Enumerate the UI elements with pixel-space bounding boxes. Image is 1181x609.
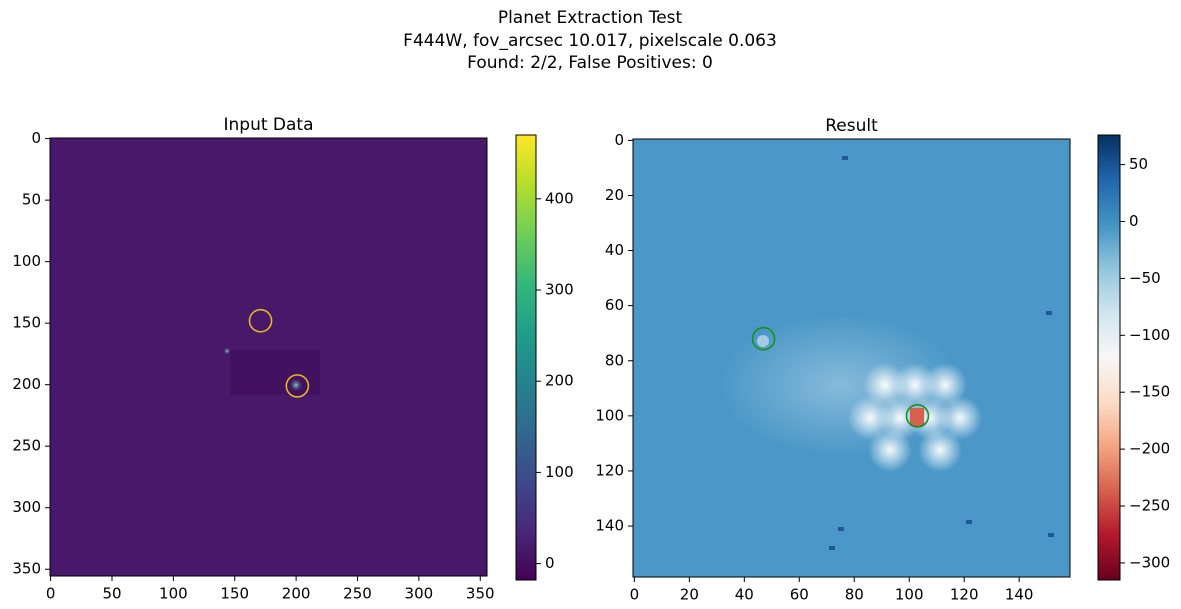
colorbar-tick-label: 200 [545, 372, 574, 390]
colorbar-tick-label: −100 [1129, 326, 1170, 344]
x-tick-label: 300 [405, 585, 434, 603]
y-tick-label: 120 [595, 461, 624, 479]
pixel [838, 527, 844, 531]
y-tick-label: 350 [12, 560, 41, 578]
y-tick-label: 80 [605, 351, 624, 369]
colorbar-tick-label: 100 [545, 463, 574, 481]
y-tick-label: 250 [12, 437, 41, 455]
y-tick-label: 0 [614, 131, 624, 149]
speckle-halo [720, 315, 960, 455]
y-tick-label: 50 [22, 191, 41, 209]
pixel [1046, 311, 1052, 315]
y-tick-label: 40 [605, 241, 624, 259]
x-tick-label: 350 [466, 585, 495, 603]
x-tick-label: 60 [790, 586, 809, 604]
y-tick-label: 20 [605, 186, 624, 204]
x-tick-label: 140 [1005, 586, 1034, 604]
colorbar [515, 134, 537, 581]
core [910, 408, 924, 426]
y-tick-label: 100 [595, 406, 624, 424]
x-tick-label: 100 [895, 586, 924, 604]
detection-marker [751, 326, 776, 351]
colorbar-tick-label: −300 [1129, 553, 1170, 571]
x-tick-label: 0 [46, 585, 56, 603]
pixel [1048, 533, 1054, 537]
x-tick-label: 80 [845, 586, 864, 604]
axes-title: Input Data [223, 115, 313, 135]
detection-marker [285, 374, 310, 398]
x-tick-label: 120 [950, 586, 979, 604]
pixel [829, 546, 835, 550]
y-tick-label: 140 [595, 517, 624, 535]
axes-frame [632, 138, 1071, 578]
axes-title: Result [825, 116, 878, 136]
pixel [842, 156, 848, 160]
x-tick-label: 150 [220, 585, 249, 603]
colorbar-tick-label: 50 [1129, 155, 1148, 173]
image [50, 138, 487, 576]
y-tick-label: 60 [605, 296, 624, 314]
colorbar-tick-label: −250 [1129, 497, 1170, 515]
y-tick-label: 0 [31, 129, 41, 147]
x-tick-label: 100 [159, 585, 188, 603]
colorbar-tick-label: 0 [545, 554, 555, 572]
x-tick-label: 250 [343, 585, 372, 603]
spot [757, 335, 769, 347]
y-tick-label: 150 [12, 314, 41, 332]
residual-patch [230, 350, 320, 395]
colorbar-tick-label: 400 [545, 189, 574, 207]
bright-spot [223, 347, 231, 355]
colorbar-tick-label: −50 [1129, 269, 1161, 287]
colorbar [1097, 134, 1121, 581]
x-tick-label: 200 [282, 585, 311, 603]
bright-spot [289, 378, 303, 392]
image [633, 139, 1070, 577]
colorbar-tick-label: −200 [1129, 440, 1170, 458]
figure-title: Planet Extraction Test [498, 8, 683, 28]
x-tick-label: 50 [102, 585, 121, 603]
y-tick-label: 300 [12, 498, 41, 516]
x-tick-label: 40 [735, 586, 754, 604]
x-tick-label: 20 [680, 586, 699, 604]
y-tick-label: 100 [12, 252, 41, 270]
y-tick-label: 200 [12, 375, 41, 393]
detection-marker [248, 308, 273, 333]
colorbar-tick-label: −150 [1129, 383, 1170, 401]
colorbar-tick-label: 300 [545, 281, 574, 299]
axes-frame [49, 137, 488, 577]
pixel [966, 520, 972, 524]
figure-subtitle: F444W, fov_arcsec 10.017, pixelscale 0.0… [403, 31, 777, 51]
figure-subtitle: Found: 2/2, False Positives: 0 [467, 53, 713, 73]
detection-marker [905, 404, 930, 428]
colorbar-tick-label: 0 [1129, 212, 1139, 230]
x-tick-label: 0 [630, 586, 640, 604]
